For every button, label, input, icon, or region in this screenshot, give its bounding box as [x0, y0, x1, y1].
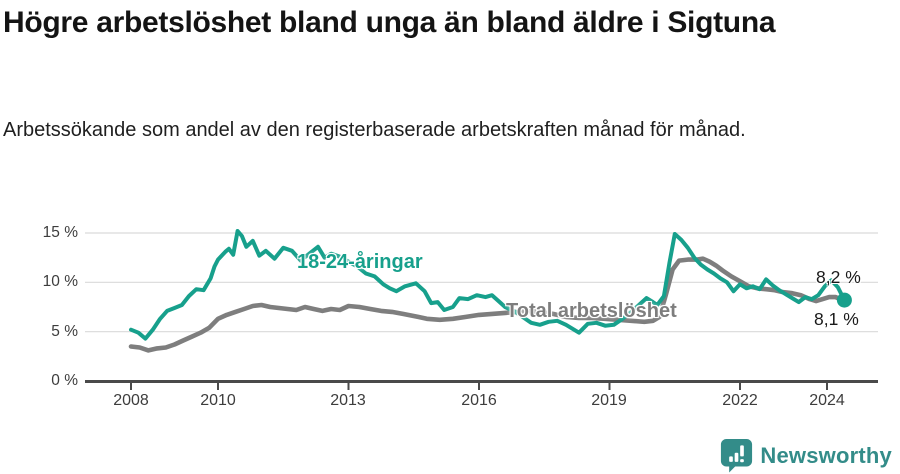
x-tick-label-2019: 2019	[591, 392, 627, 409]
newsworthy-logo: Newsworthy	[720, 438, 892, 473]
end-value-label-total: 8,1 %	[814, 309, 859, 329]
x-tick-label-2024: 2024	[809, 392, 845, 409]
brand-name: Newsworthy	[760, 442, 892, 468]
x-tick-label-2010: 2010	[200, 392, 236, 409]
y-tick-label-0: 0 %	[51, 372, 78, 389]
x-tick-label-2016: 2016	[461, 392, 497, 409]
x-tick-label-2013: 2013	[330, 392, 366, 409]
series-label-youth: 18-24-åringar	[297, 251, 423, 273]
y-tick-label-15: 15 %	[42, 224, 78, 241]
y-tick-label-5: 5 %	[51, 323, 78, 340]
newsworthy-icon	[721, 439, 753, 473]
y-tick-label-10: 10 %	[42, 273, 78, 290]
x-tick-label-2008: 2008	[113, 392, 149, 409]
x-tick-label-2022: 2022	[722, 392, 758, 409]
end-value-label-youth: 8,2 %	[816, 267, 861, 287]
series-label-total: Total arbetslöshet	[506, 300, 677, 322]
chart-subtitle: Arbetssökande som andel av den registerb…	[3, 119, 746, 141]
chart-title: Högre arbetslöshet bland unga än bland ä…	[3, 6, 776, 39]
